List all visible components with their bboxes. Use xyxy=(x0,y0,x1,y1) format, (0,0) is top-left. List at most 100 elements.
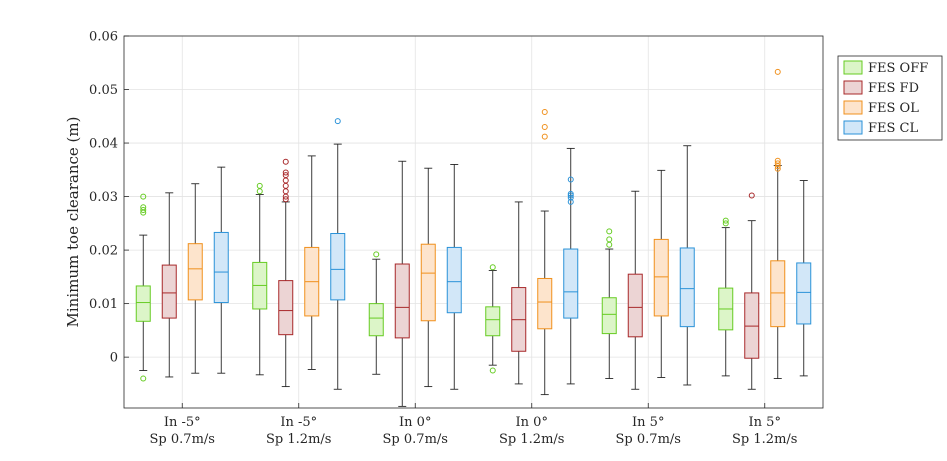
box-fes-fd xyxy=(394,160,410,407)
box-iqr xyxy=(135,285,151,322)
box-fes-cl xyxy=(330,118,346,390)
y-tick-label: 0 xyxy=(110,351,118,366)
legend-swatch xyxy=(843,80,863,95)
outlier-point xyxy=(567,190,574,197)
outlier-point xyxy=(541,123,548,130)
box-fes-cl xyxy=(213,166,229,374)
box-fes-cl xyxy=(679,145,695,386)
x-tick-label-line1: In 5° xyxy=(632,415,664,430)
legend-label: FES CL xyxy=(868,121,918,136)
box-iqr xyxy=(368,303,384,337)
box-fes-ol xyxy=(187,183,203,374)
box-iqr xyxy=(330,233,346,301)
box-fes-ol xyxy=(537,109,553,396)
box-fes-off xyxy=(135,193,151,382)
outlier-point xyxy=(282,188,289,195)
outlier-point xyxy=(256,182,263,189)
box-iqr xyxy=(213,231,229,304)
x-tick-label-line1: In 5° xyxy=(749,415,781,430)
outlier-point xyxy=(282,158,289,165)
y-tick-label: 0.03 xyxy=(89,190,118,205)
box-fes-cl xyxy=(563,147,579,385)
x-tick-label-line2: Sp 0.7m/s xyxy=(383,432,448,447)
outlier-point xyxy=(282,182,289,189)
outlier-point xyxy=(282,196,289,203)
box-fes-ol xyxy=(420,167,436,388)
y-tick-label: 0.04 xyxy=(89,137,118,152)
legend-label: FES OL xyxy=(868,101,919,116)
outlier-point xyxy=(282,172,289,179)
box-iqr xyxy=(653,238,669,317)
legend-swatch xyxy=(843,60,863,75)
box-fes-cl xyxy=(796,180,812,377)
box-iqr xyxy=(278,280,294,336)
outlier-point xyxy=(140,204,147,211)
axis-layer: 0 0.01 0.02 0.03 0.04 0.05 0.06 In -5° Sp 0.7m/s… xyxy=(89,30,797,448)
plot-area-frame xyxy=(123,35,824,409)
outlier-point xyxy=(774,68,781,75)
legend-swatch xyxy=(843,100,863,115)
x-tick-label-line2: Sp 1.2m/s xyxy=(732,432,797,447)
outlier-point xyxy=(722,220,729,227)
x-tick-label-line2: Sp 0.7m/s xyxy=(150,432,215,447)
outlier-point xyxy=(567,194,574,201)
outlier-point xyxy=(140,375,147,382)
box-iqr xyxy=(394,263,410,339)
box-fes-fd xyxy=(627,190,643,390)
box-fes-fd xyxy=(161,192,177,378)
legend: FES OFF FES FD FES OL FES CL xyxy=(837,55,943,141)
x-tick-label-line2: Sp 0.7m/s xyxy=(616,432,681,447)
box-iqr xyxy=(187,243,203,301)
x-tick-label-line1: In 0° xyxy=(516,415,548,430)
outlier-point xyxy=(282,169,289,176)
outlier-point xyxy=(774,157,781,164)
box-fes-off xyxy=(252,182,268,376)
y-tick-label: 0.06 xyxy=(89,30,118,45)
outlier-point xyxy=(567,176,574,183)
legend-items: FES OFF FES FD FES OL FES CL xyxy=(843,60,928,136)
outlier-point xyxy=(489,367,496,374)
box-fes-ol xyxy=(770,68,786,380)
box-layer xyxy=(135,68,812,407)
legend-swatch xyxy=(843,120,863,135)
y-axis-title: Minimum toe clearance (m) xyxy=(64,117,82,328)
box-fes-fd xyxy=(278,158,294,388)
outlier-point xyxy=(606,236,613,243)
y-tick-label: 0.05 xyxy=(89,83,118,98)
outlier-point xyxy=(489,264,496,271)
box-fes-fd xyxy=(511,201,527,385)
outlier-point xyxy=(774,160,781,167)
box-iqr xyxy=(537,277,553,330)
y-tick-label: 0.01 xyxy=(89,297,118,312)
outlier-point xyxy=(140,193,147,200)
outlier-point xyxy=(606,241,613,248)
box-iqr xyxy=(796,262,812,325)
x-tick-label-line2: Sp 1.2m/s xyxy=(499,432,564,447)
outlier-point xyxy=(373,251,380,258)
box-fes-off xyxy=(368,251,384,375)
box-fes-fd xyxy=(744,192,760,390)
box-fes-ol xyxy=(653,169,669,378)
box-iqr xyxy=(601,297,617,335)
box-iqr xyxy=(485,306,501,337)
legend-label: FES FD xyxy=(868,81,919,96)
box-iqr xyxy=(420,243,436,322)
outlier-point xyxy=(541,133,548,140)
legend-label: FES OFF xyxy=(868,61,928,76)
outlier-point xyxy=(748,192,755,199)
outlier-point xyxy=(140,206,147,213)
x-tick-label-line2: Sp 1.2m/s xyxy=(266,432,331,447)
box-fes-off xyxy=(601,228,617,380)
box-fes-cl xyxy=(446,164,462,390)
box-iqr xyxy=(563,248,579,319)
box-fes-off xyxy=(718,217,734,377)
outlier-point xyxy=(541,109,548,116)
box-iqr xyxy=(679,247,695,328)
outlier-point xyxy=(567,198,574,205)
box-iqr xyxy=(627,273,643,338)
box-fes-off xyxy=(485,264,501,374)
box-iqr xyxy=(770,260,786,328)
box-fes-ol xyxy=(304,155,320,370)
outlier-point xyxy=(256,188,263,195)
